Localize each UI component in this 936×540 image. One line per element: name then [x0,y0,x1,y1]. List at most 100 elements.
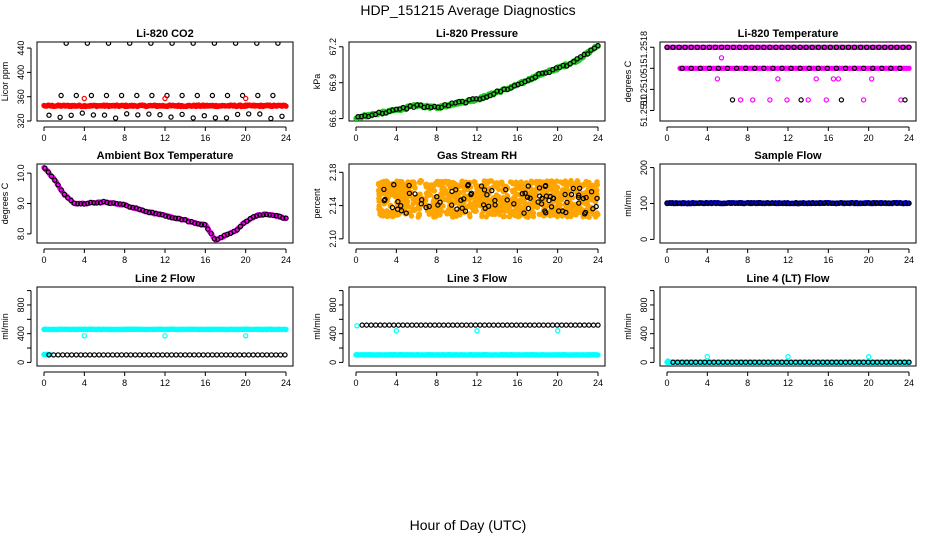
data-point [104,199,110,206]
data-point [568,177,574,184]
data-point [501,213,508,220]
data-point [398,202,404,209]
data-point [273,212,279,219]
data-point [496,186,502,193]
data-point [588,188,595,195]
data-point [530,213,537,220]
y-tick-label: 0 [16,360,26,365]
panel-title: Li-820 Pressure [436,28,518,40]
panel-title: Li-820 CO2 [136,28,193,40]
data-point [550,195,556,202]
data-point [767,44,773,51]
data-point [857,44,864,51]
data-point [168,352,175,358]
data-point [105,42,112,46]
x-tick-label: 0 [41,378,46,388]
data-point [595,42,601,49]
data-point [218,352,225,358]
y-tick-label: 100 [639,196,649,211]
data-point [263,211,270,218]
y-axis-label: degrees C [0,182,10,224]
data-point [384,213,390,220]
data-point [254,213,260,219]
plot-frame [348,163,606,244]
x-tick-label: 20 [553,378,563,388]
data-point [838,97,845,103]
data-point [377,322,383,328]
data-point [389,204,396,211]
data-point [234,227,240,233]
data-point [259,352,265,358]
data-point [718,44,725,51]
data-point [440,180,446,187]
data-point [785,354,791,360]
data-point [797,44,803,51]
panel-4: Ambient Box Temperature degrees C 0 4 8 12 16 2… [0,150,294,265]
data-point [888,65,894,72]
data-point [162,333,168,339]
x-tick-label: 24 [593,133,603,143]
y-tick-label: 400 [16,326,26,341]
data-point [876,44,882,51]
data-point [785,44,791,51]
data-point [283,215,289,221]
data-point [368,322,374,328]
data-point [179,92,185,99]
x-tick-label: 0 [41,255,46,265]
x-tick-label: 24 [904,255,914,265]
data-point [52,177,58,183]
y-tick-label: 51 [639,63,649,73]
panel-2: Li-820 Pressure kPa 0 4 8 12 16 20 24 66.6 66.9 67.… [312,28,606,143]
data-point [113,200,120,207]
data-point [468,322,474,328]
data-point [45,169,52,175]
data-point [568,191,575,198]
data-point [369,112,375,118]
x-tick-label: 16 [512,378,522,388]
data-point [576,192,582,198]
data-point [459,322,465,328]
data-point [516,207,522,213]
x-tick-label: 0 [353,255,358,265]
x-tick-label: 16 [512,133,522,143]
y-tick-label: 51.2510 [639,73,649,106]
data-point [550,212,556,218]
data-point [58,187,65,193]
data-point [46,112,52,118]
y-tick-label: 400 [639,326,649,341]
x-tick-label: 0 [664,378,669,388]
data-point [205,226,211,232]
data-point [495,322,501,328]
data-point [767,97,773,103]
data-point [234,111,241,118]
data-point [112,115,119,121]
y-tick-label: 800 [328,297,338,312]
data-point [211,236,218,242]
plot-frame [36,41,294,122]
data-point [114,352,120,358]
data-point [71,200,78,206]
plot-frame [348,286,606,367]
data-point [554,322,560,328]
data-point [260,212,266,218]
data-point [201,112,207,119]
data-point [697,65,704,72]
data-point [797,65,803,72]
data-point [401,189,407,196]
data-point [563,322,569,328]
data-point [255,92,261,99]
x-tick-label: 24 [593,255,603,265]
data-point [527,195,533,201]
data-point [430,198,437,204]
plot-frame [36,286,294,367]
data-point [432,322,438,328]
data-point [694,44,701,51]
data-point [534,204,541,211]
data-point [399,194,405,200]
data-point [439,189,446,196]
data-point [395,322,402,328]
data-point [42,165,48,171]
panel-title: Sample Flow [754,150,822,162]
x-tick-label: 0 [41,133,46,143]
data-point [791,44,797,51]
